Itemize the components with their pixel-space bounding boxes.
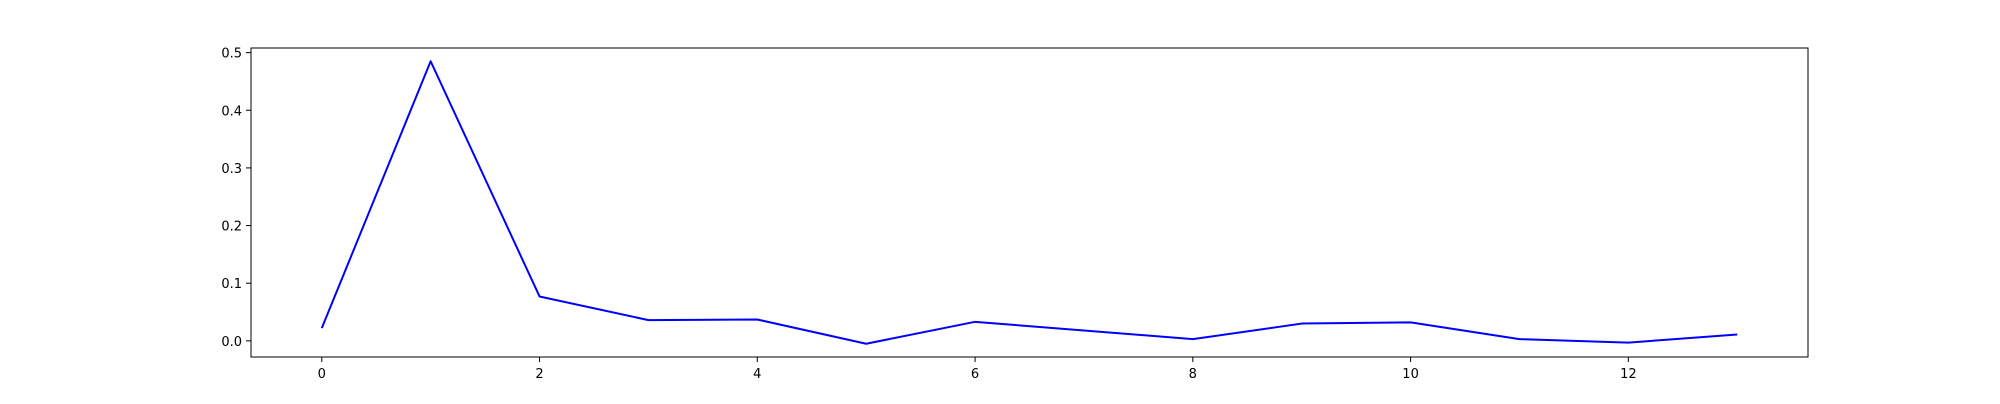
x-tick-label: 2 — [535, 367, 543, 382]
x-tick-label: 10 — [1402, 367, 1419, 382]
y-tick-label: 0.1 — [221, 277, 242, 292]
x-tick-label: 0 — [318, 367, 326, 382]
y-axis-ticks: 0.0 0.1 0.2 0.3 0.4 0.5 — [221, 47, 251, 350]
series-line-0 — [320, 60, 1738, 345]
y-tick-label: 0.5 — [221, 47, 242, 62]
y-tick-label: 0.3 — [221, 162, 242, 177]
series-layer — [320, 60, 1738, 345]
y-tick-label: 0.2 — [221, 220, 242, 235]
x-tick-label: 6 — [971, 367, 979, 382]
x-axis-ticks: 0 2 4 6 8 10 12 — [318, 357, 1637, 382]
y-tick-label: 0.4 — [221, 104, 242, 119]
x-tick-label: 12 — [1620, 367, 1637, 382]
x-tick-label: 8 — [1189, 367, 1197, 382]
x-tick-label: 4 — [753, 367, 761, 382]
plot-area-frame — [250, 47, 1809, 358]
y-tick-label: 0.0 — [221, 335, 242, 350]
